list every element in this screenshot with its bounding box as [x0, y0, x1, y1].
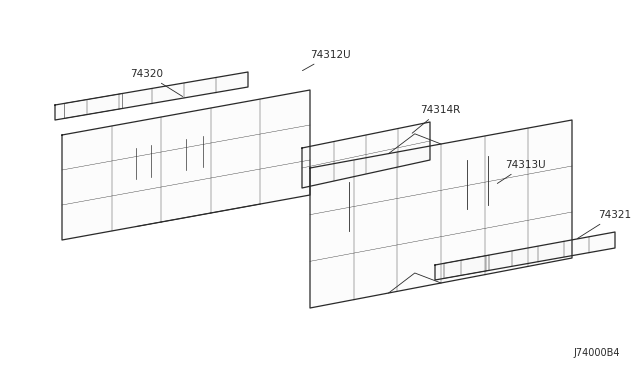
Text: 74313U: 74313U [497, 160, 546, 183]
Polygon shape [435, 232, 615, 280]
Polygon shape [55, 72, 248, 120]
Polygon shape [302, 122, 430, 188]
Text: 74312U: 74312U [303, 50, 351, 71]
Text: J74000B4: J74000B4 [573, 348, 620, 358]
Text: 74314R: 74314R [412, 105, 460, 133]
Text: 74320: 74320 [130, 69, 182, 96]
Polygon shape [310, 120, 572, 308]
Text: 74321: 74321 [577, 210, 631, 238]
Polygon shape [62, 90, 310, 240]
